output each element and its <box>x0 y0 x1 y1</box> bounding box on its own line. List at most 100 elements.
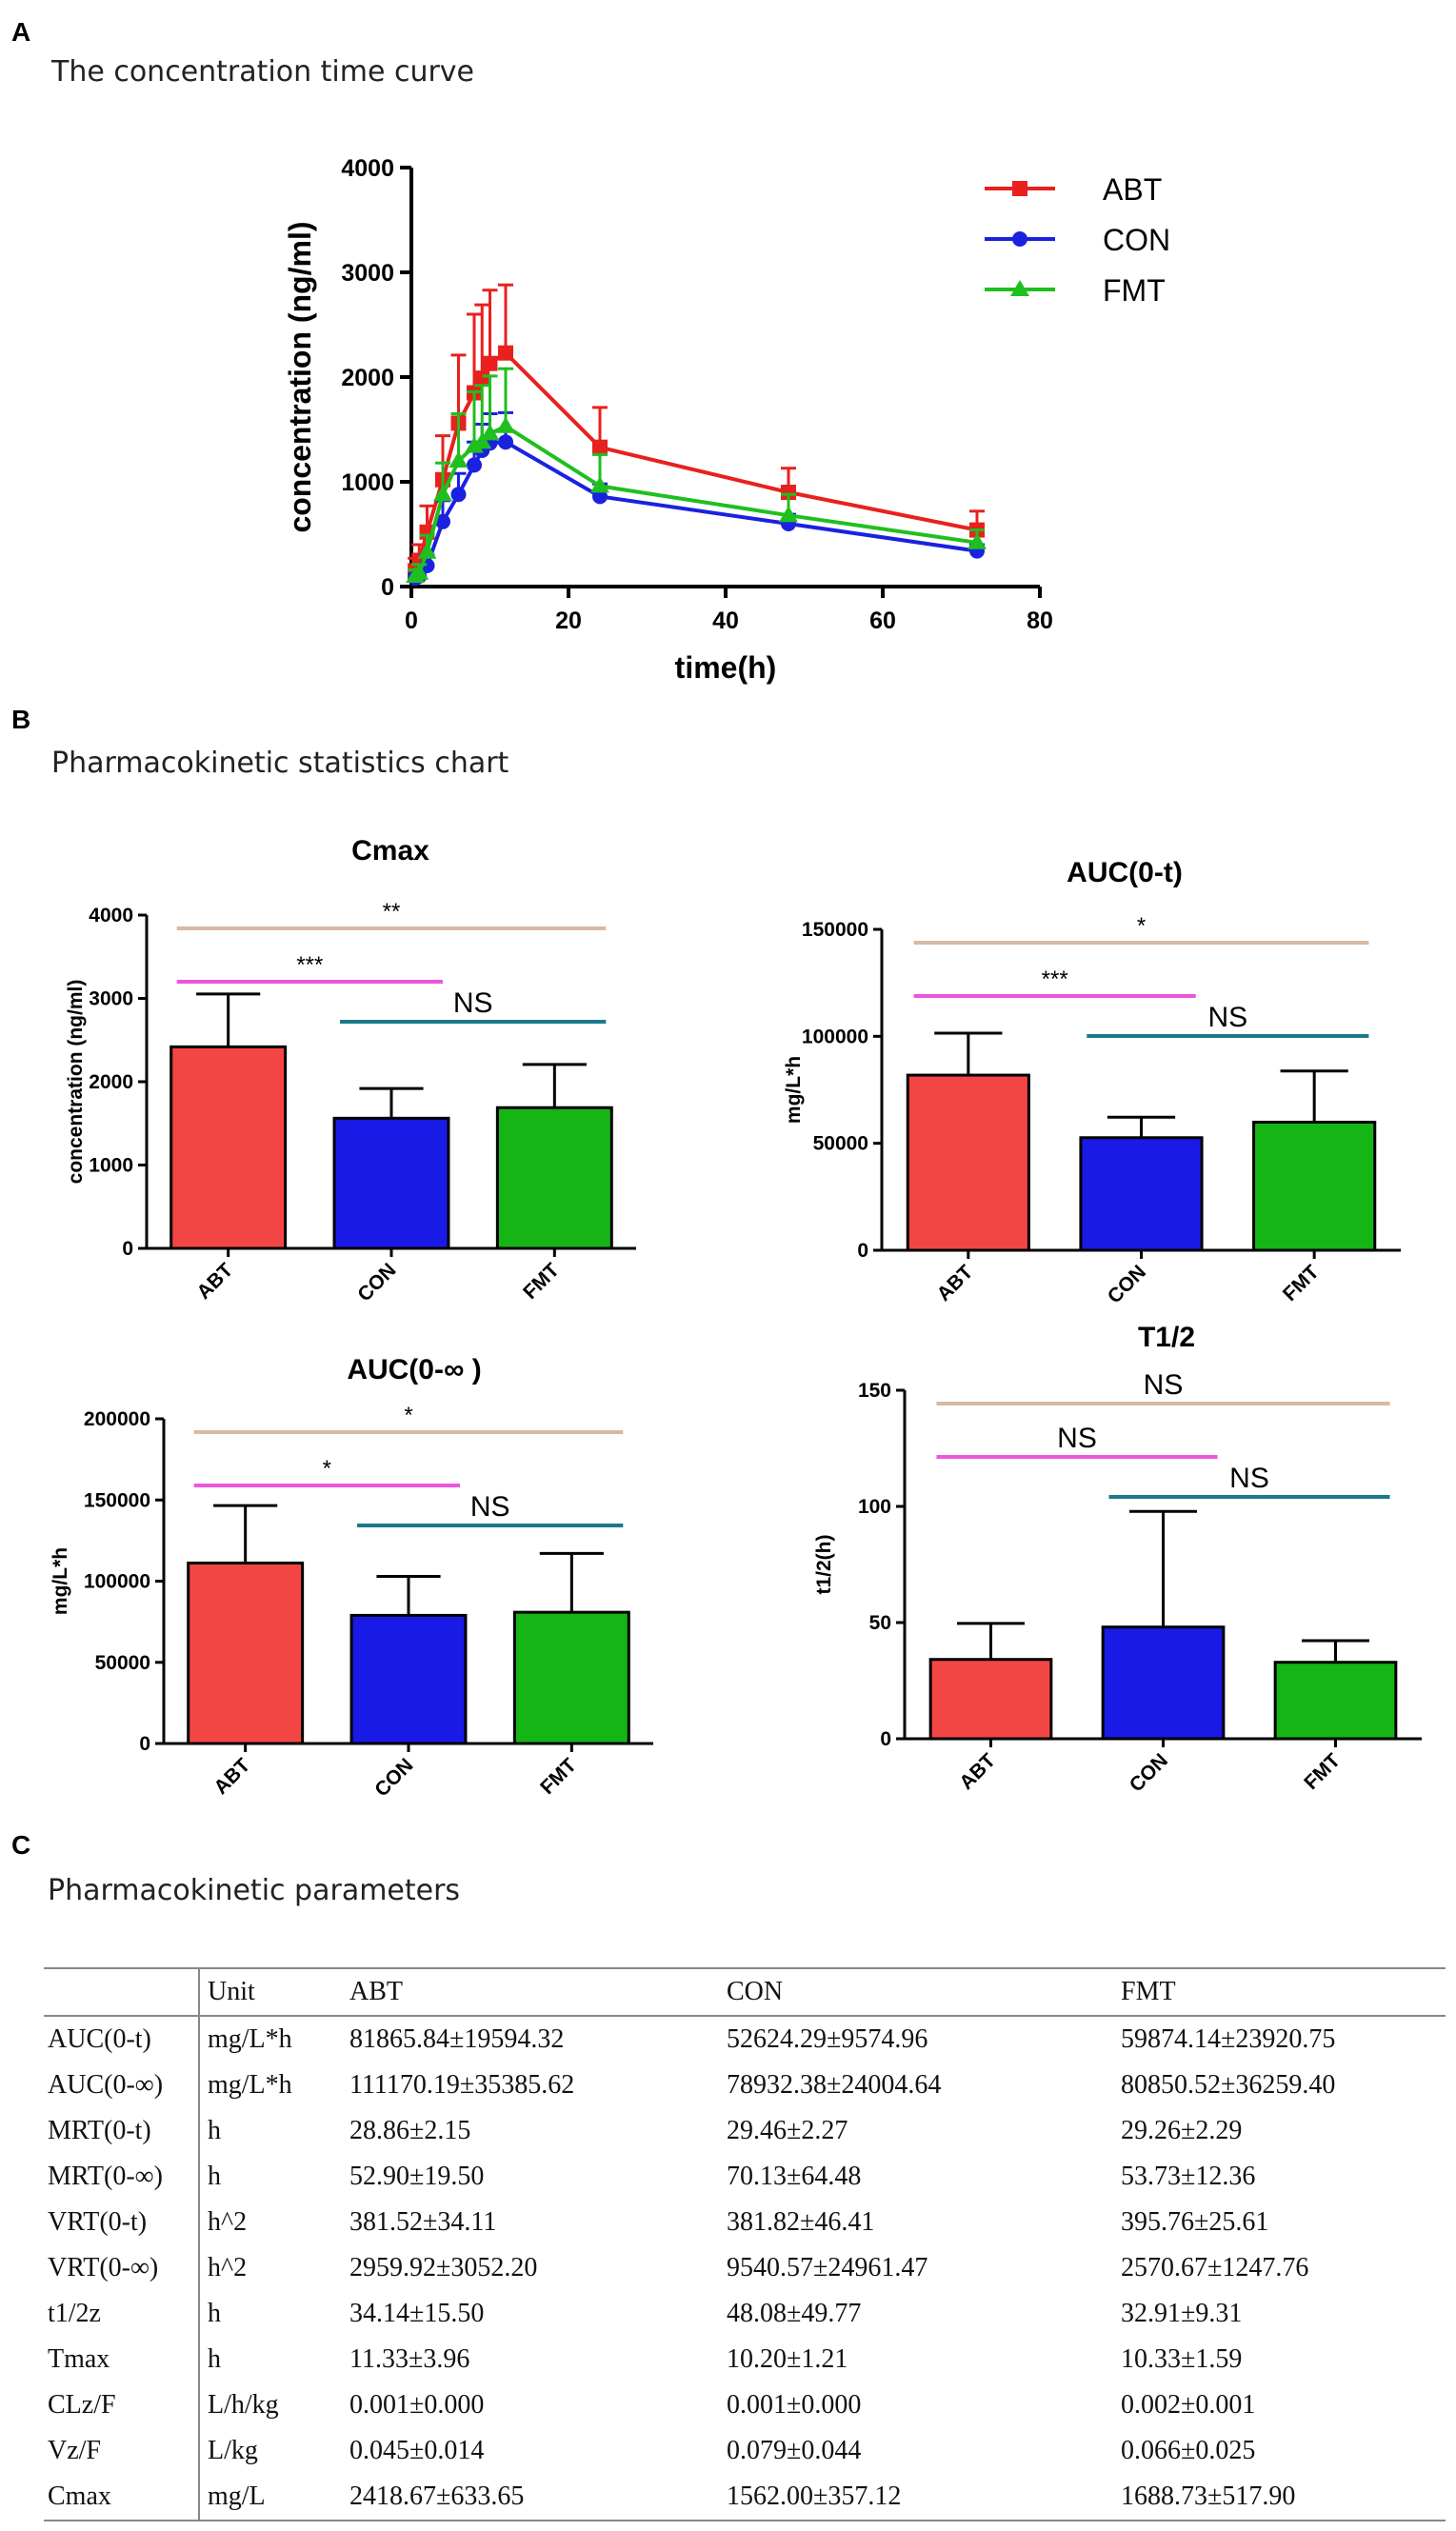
table-cell: h^2 <box>208 2207 248 2237</box>
table-cell: 0.066±0.025 <box>1121 2436 1256 2465</box>
data-point <box>496 416 515 433</box>
table-cell: VRT(0-t) <box>44 2200 200 2245</box>
data-point <box>433 485 452 502</box>
legend: ABT CON FMT <box>985 172 1170 308</box>
table-cell: 2570.67±1247.76 <box>1121 2253 1309 2282</box>
x-axis-label: time(h) <box>675 650 777 685</box>
table-cell: MRT(0-t) <box>44 2108 200 2154</box>
table-cell: 81865.84±19594.32 <box>349 2024 565 2054</box>
table-cell: L/kg <box>208 2436 258 2465</box>
chart-title: T1/2 <box>1138 1322 1195 1353</box>
table-cell: 80850.52±36259.40 <box>1121 2070 1336 2100</box>
table-cell: h <box>208 2162 221 2191</box>
y-tick-label: 100 <box>858 1496 891 1518</box>
x-tick-label: FMT <box>536 1754 581 1799</box>
pharmacokinetic-parameters-table: Unit ABT CON FMT AUC(0-t) mg/L*h 81865.84±195… <box>44 1967 1446 2521</box>
table-cell: 52624.29±9574.96 <box>727 2024 928 2054</box>
x-tick-label: 40 <box>712 608 739 634</box>
chart-title: Cmax <box>351 835 429 867</box>
bar-fmt <box>512 1610 630 1745</box>
table-cell: 2959.92±3052.20 <box>349 2253 538 2282</box>
y-tick-label: 2000 <box>341 365 394 391</box>
y-tick-label: 50 <box>869 1612 891 1634</box>
x-tick-label: CON <box>1126 1749 1172 1796</box>
table-row: CLz/F L/h/kg 0.001±0.000 0.001±0.000 0.002±0… <box>44 2382 1446 2428</box>
table-row: VRT(0-∞) h^2 2959.92±3052.20 9540.57±24961.… <box>44 2245 1446 2291</box>
panel-c-caption: Pharmacokinetic parameters <box>48 1874 461 1907</box>
y-tick-label: 3000 <box>89 988 133 1010</box>
table-cell: 111170.19±35385.62 <box>349 2070 575 2100</box>
data-point <box>480 424 500 441</box>
x-tick-label: FMT <box>1300 1749 1345 1794</box>
table-cell: mg/L*h <box>208 2070 292 2100</box>
y-tick-label: 2000 <box>89 1071 133 1093</box>
table-row: MRT(0-∞) h 52.90±19.50 70.13±64.48 53.73±12.… <box>44 2154 1446 2200</box>
table-cell: 0.045±0.014 <box>349 2436 485 2465</box>
data-point <box>435 513 450 529</box>
data-point <box>409 563 429 580</box>
table-cell: 9540.57±24961.47 <box>727 2253 928 2282</box>
x-tick-label: 80 <box>1027 608 1053 634</box>
table-cell: AUC(0-∞) <box>44 2063 200 2108</box>
x-tick-label: 0 <box>405 608 418 634</box>
table-cell: h <box>208 2299 221 2328</box>
significance-label: NS <box>470 1491 510 1523</box>
bar-chart-1: Cmax 0 1000 2000 3000 4000 concentration (ng/m… <box>65 835 636 1306</box>
table-header-abt: ABT <box>349 1977 403 2006</box>
panel-b-caption: Pharmacokinetic statistics chart <box>51 747 509 780</box>
significance-label: * <box>404 1403 412 1428</box>
data-point <box>474 370 490 387</box>
table-cell: 29.46±2.27 <box>727 2116 848 2145</box>
table-cell: AUC(0-t) <box>44 2016 200 2063</box>
table-cell: 395.76±25.61 <box>1121 2207 1269 2237</box>
data-point <box>472 432 492 449</box>
bar-fmt <box>1273 1661 1398 1741</box>
data-point <box>482 355 498 371</box>
data-point <box>450 487 467 503</box>
table-cell: 0.002±0.001 <box>1121 2390 1256 2420</box>
y-tick-label: 50000 <box>813 1133 868 1155</box>
x-tick-label: 60 <box>869 608 896 634</box>
significance-label: *** <box>296 952 323 978</box>
data-point <box>590 476 609 493</box>
table-cell: MRT(0-∞) <box>44 2154 200 2200</box>
y-axis-label: t1/2(h) <box>813 1535 835 1595</box>
legend-marker-fmt <box>1010 280 1029 296</box>
table-cell: Tmax <box>44 2337 200 2382</box>
table-cell: 78932.38±24004.64 <box>727 2070 942 2100</box>
legend-marker-abt <box>1012 181 1027 196</box>
data-point <box>417 542 437 559</box>
y-tick-label: 1000 <box>89 1155 133 1177</box>
series-line-con <box>414 440 978 580</box>
table-cell: 32.91±9.31 <box>1121 2299 1243 2328</box>
table-body: AUC(0-t) mg/L*h 81865.84±19594.32 52624.29±… <box>44 2016 1446 2521</box>
x-tick-label: FMT <box>1279 1261 1324 1305</box>
table-cell: 0.001±0.000 <box>727 2390 862 2420</box>
y-tick-label: 1000 <box>341 469 394 496</box>
table-header-con: CON <box>727 1977 784 2006</box>
panel-a-letter: A <box>11 17 31 47</box>
x-tick-label: ABT <box>192 1259 237 1304</box>
table-cell: 29.26±2.29 <box>1121 2116 1243 2145</box>
y-tick-label: 100000 <box>84 1571 150 1593</box>
y-tick-label: 100000 <box>802 1026 868 1047</box>
table-row: t1/2z h 34.14±15.50 48.08±49.77 32.91±9.31 <box>44 2291 1446 2337</box>
y-tick-label: 0 <box>122 1238 133 1260</box>
bar-con <box>349 1613 468 1745</box>
significance-label: NS <box>1229 1463 1269 1494</box>
y-axis-label: concentration (ng/ml) <box>283 221 317 532</box>
data-point <box>467 457 482 473</box>
y-tick-label: 50000 <box>95 1652 150 1674</box>
y-tick-label: 3000 <box>341 260 394 287</box>
table-row: Vz/F L/kg 0.045±0.014 0.079±0.044 0.066±0.02… <box>44 2428 1446 2474</box>
significance-label: NS <box>1144 1369 1184 1401</box>
panel-c-letter: C <box>11 1830 31 1860</box>
bar-chart-2: AUC(0-t) 0 50000 100000 150000 mg/L*h ABT CON FM… <box>783 857 1401 1308</box>
table-cell: 381.82±46.41 <box>727 2207 875 2237</box>
y-tick-label: 4000 <box>89 905 133 927</box>
table-cell: 0.001±0.000 <box>349 2390 485 2420</box>
bar-abt <box>906 1073 1030 1252</box>
table-cell: 59874.14±23920.75 <box>1121 2024 1336 2054</box>
data-point <box>781 485 796 500</box>
